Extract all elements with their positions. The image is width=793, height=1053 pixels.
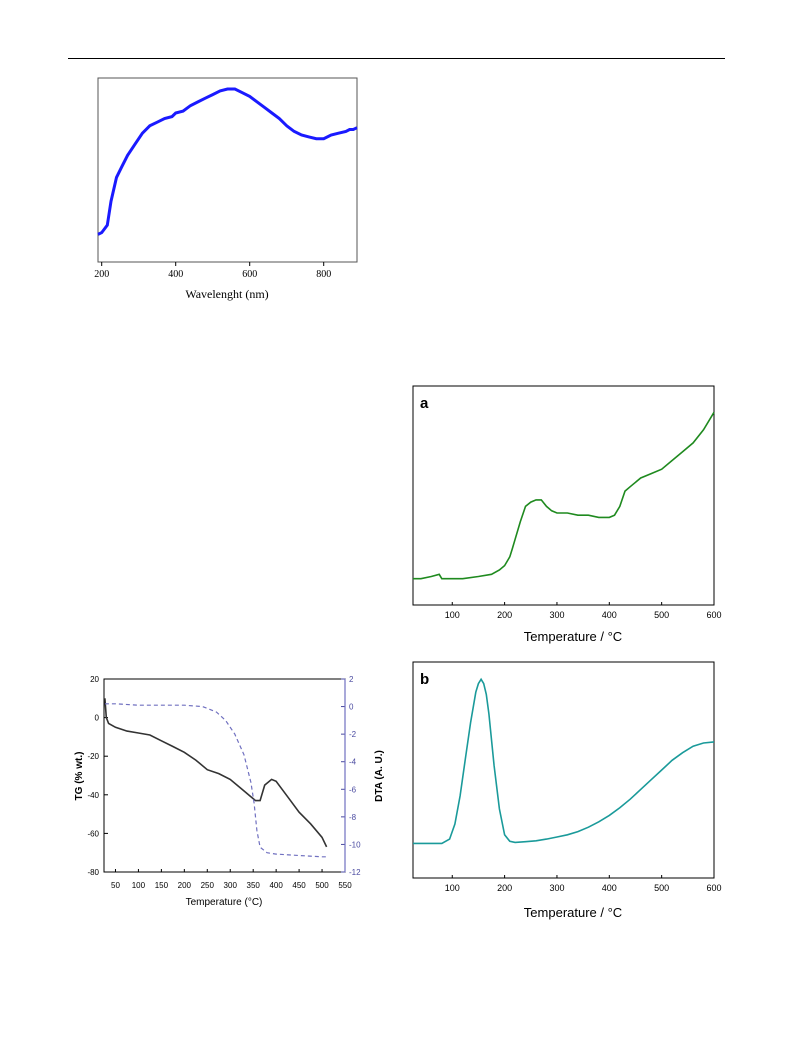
panel-a-x-ticks: 100 200 300 400 500 600 (445, 602, 722, 620)
panel-a-x-tick-label: 300 (549, 610, 564, 620)
dta-y-tick-label: -2 (349, 730, 357, 739)
tg-dta-x-tick-label: 350 (247, 881, 261, 890)
tg-y-tick-label: -20 (87, 752, 99, 761)
tg-dta-x-tick-label: 550 (338, 881, 352, 890)
panel-a-series-line (413, 411, 715, 580)
tg-y-tick-label: -80 (87, 868, 99, 877)
tg-y-tick-label: 0 (95, 714, 100, 723)
uvvis-plot-frame (97, 77, 358, 263)
tg-dta-x-tick-label: 500 (315, 881, 329, 890)
dta-y-tick-label: -12 (349, 868, 361, 877)
tg-y-tick-label: -40 (87, 791, 99, 800)
uvvis-x-tick-label: 600 (242, 269, 257, 280)
panel-b-x-tick-label: 300 (549, 883, 564, 893)
panel-b-x-tick-label: 100 (445, 883, 460, 893)
panel-a-x-tick-label: 100 (445, 610, 460, 620)
uvvis-x-tick-label: 400 (168, 269, 183, 280)
tg-dta-x-tick-label: 450 (292, 881, 306, 890)
panel-a-x-tick-label: 200 (497, 610, 512, 620)
tg-y-axis-title: TG (% wt.) (74, 752, 85, 801)
tg-dta-x-tick-label: 200 (178, 881, 192, 890)
dta-y-tick-label: -10 (349, 840, 361, 849)
tg-dta-x-tick-label: 250 (201, 881, 215, 890)
dta-series-line (104, 703, 327, 858)
panel-a-label: a (420, 395, 429, 412)
dta-y-tick-label: -8 (349, 813, 357, 822)
uvvis-x-tick-label: 800 (316, 269, 331, 280)
tg-y-tick-label: 20 (90, 675, 99, 684)
dta-y-tick-label: 0 (349, 703, 354, 712)
tg-dta-x-tick-label: 150 (155, 881, 169, 890)
tg-dta-x-tick-label: 400 (269, 881, 283, 890)
panel-b-plot-frame (412, 661, 715, 879)
tg-dta-x-axis-title: Temperature (°C) (186, 897, 263, 908)
panel-a-x-tick-label: 500 (654, 610, 669, 620)
uvvis-x-tick-label: 200 (94, 269, 109, 280)
tg-dta-x-tick-label: 50 (111, 881, 120, 890)
panel-a-x-axis-title: Temperature / °C (524, 629, 622, 644)
panel-b-label: b (420, 671, 429, 688)
dta-y-tick-label: -4 (349, 758, 357, 767)
panel-b-series-line (413, 677, 715, 845)
tg-series-line (104, 698, 328, 848)
panel-b-x-tick-label: 400 (602, 883, 617, 893)
tg-dta-ticks: 50 100 150 200 250 300 350 400 450 500 550200-20-4… (87, 675, 361, 890)
tg-dta-x-tick-label: 100 (132, 881, 146, 890)
panel-b-x-tick-label: 500 (654, 883, 669, 893)
header-rule (68, 58, 725, 59)
panel-b-x-axis-title: Temperature / °C (524, 905, 622, 920)
tg-dta-x-tick-label: 300 (224, 881, 238, 890)
uvvis-series-line (97, 87, 358, 236)
panel-b-x-ticks: 100 200 300 400 500 600 (445, 875, 722, 893)
dta-y-axis-title: DTA (A. U.) (374, 750, 385, 802)
panel-b-x-tick-label: 600 (706, 883, 721, 893)
tg-y-tick-label: -60 (87, 829, 99, 838)
dta-y-tick-label: -6 (349, 785, 357, 794)
panel-b-x-tick-label: 200 (497, 883, 512, 893)
uvvis-x-axis-title: Wavelenght (nm) (185, 287, 268, 301)
panel-a-x-tick-label: 600 (706, 610, 721, 620)
dta-y-tick-label: 2 (349, 675, 354, 684)
panel-a-x-tick-label: 400 (602, 610, 617, 620)
uvvis-x-ticks: 200 400 600 800 (94, 262, 331, 280)
panel-a-plot-frame (412, 385, 715, 606)
